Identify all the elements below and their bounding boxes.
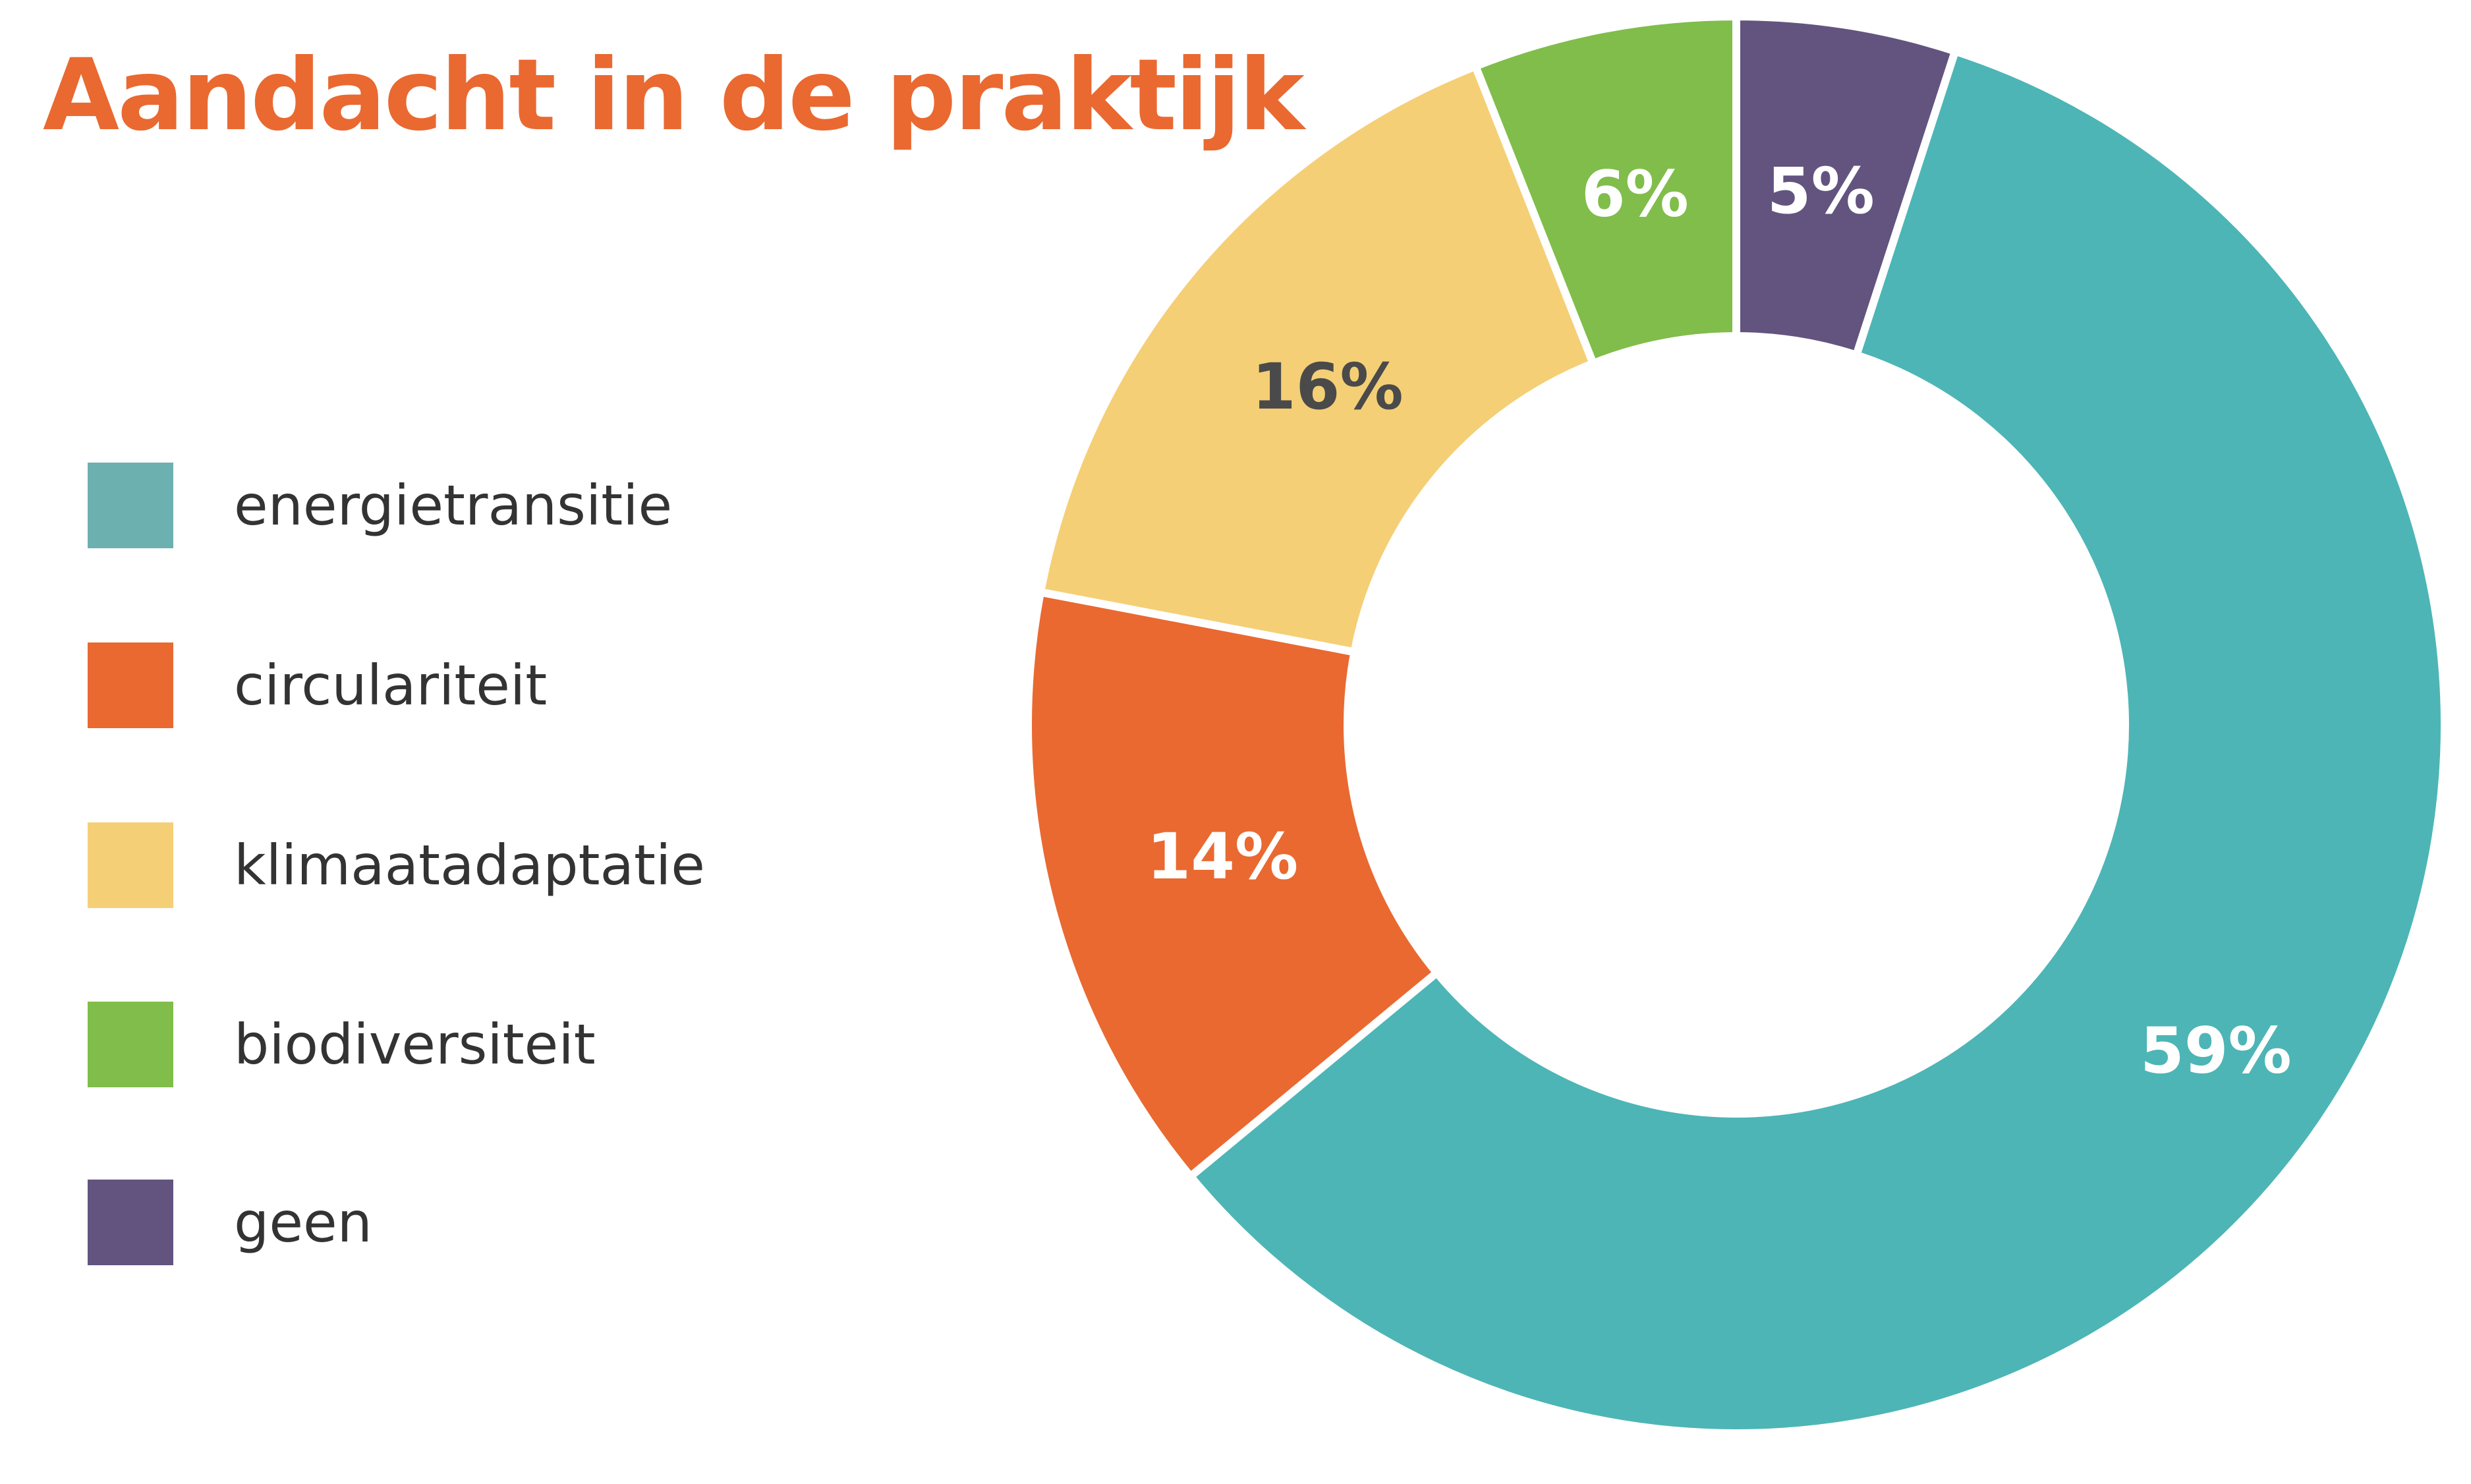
slice-label-geen: 5%: [1767, 154, 1875, 228]
legend-label: geen: [234, 1190, 372, 1255]
legend-swatch: [88, 463, 173, 548]
legend-item-klimaatadaptatie: klimaatadaptatie: [88, 822, 944, 908]
legend-label: klimaatadaptatie: [234, 833, 705, 898]
legend-item-circulariteit: circulariteit: [88, 642, 944, 728]
legend-swatch: [88, 1180, 173, 1265]
legend-label: circulariteit: [234, 653, 548, 718]
slice-label-klimaatadaptatie: 16%: [1252, 350, 1404, 424]
slice-label-energietransitie: 59%: [2140, 1014, 2292, 1088]
slice-label-circulariteit: 14%: [1147, 820, 1298, 894]
slice-biodiversiteit: [1470, 12, 1740, 369]
legend-item-biodiversiteit: biodiversiteit: [88, 1002, 944, 1087]
slice-energietransitie: [1185, 46, 2449, 1437]
chart-title: Aandacht in de praktijk: [43, 38, 1305, 153]
legend-swatch: [88, 1002, 173, 1087]
slice-klimaatadaptatie: [1036, 61, 1599, 657]
legend-swatch: [88, 642, 173, 728]
legend-label: biodiversiteit: [234, 1012, 596, 1077]
legend-swatch: [88, 822, 173, 908]
legend-label: energietransitie: [234, 473, 673, 538]
legend: energietransitie circulariteit klimaatad…: [88, 0, 944, 1484]
legend-item-geen: geen: [88, 1180, 944, 1265]
slice-circulariteit: [1024, 587, 1442, 1182]
legend-item-energietransitie: energietransitie: [88, 463, 944, 548]
slice-label-biodiversiteit: 6%: [1581, 157, 1689, 231]
